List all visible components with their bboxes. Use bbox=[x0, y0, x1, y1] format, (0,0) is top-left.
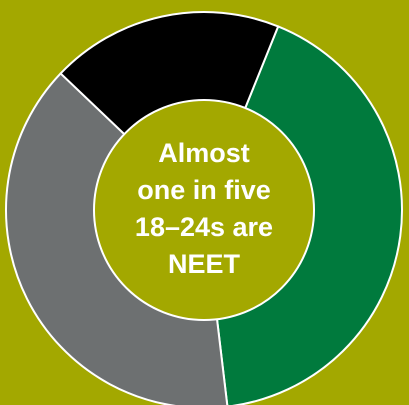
center-label: Almost one in five 18–24s are NEET bbox=[104, 124, 304, 294]
center-label-line-3: 18–24s are bbox=[134, 212, 274, 242]
center-label-line-4: NEET bbox=[167, 249, 240, 279]
donut-hole bbox=[93, 99, 315, 321]
center-label-line-1: Almost bbox=[158, 138, 250, 168]
center-label-line-2: one in five bbox=[137, 175, 271, 205]
